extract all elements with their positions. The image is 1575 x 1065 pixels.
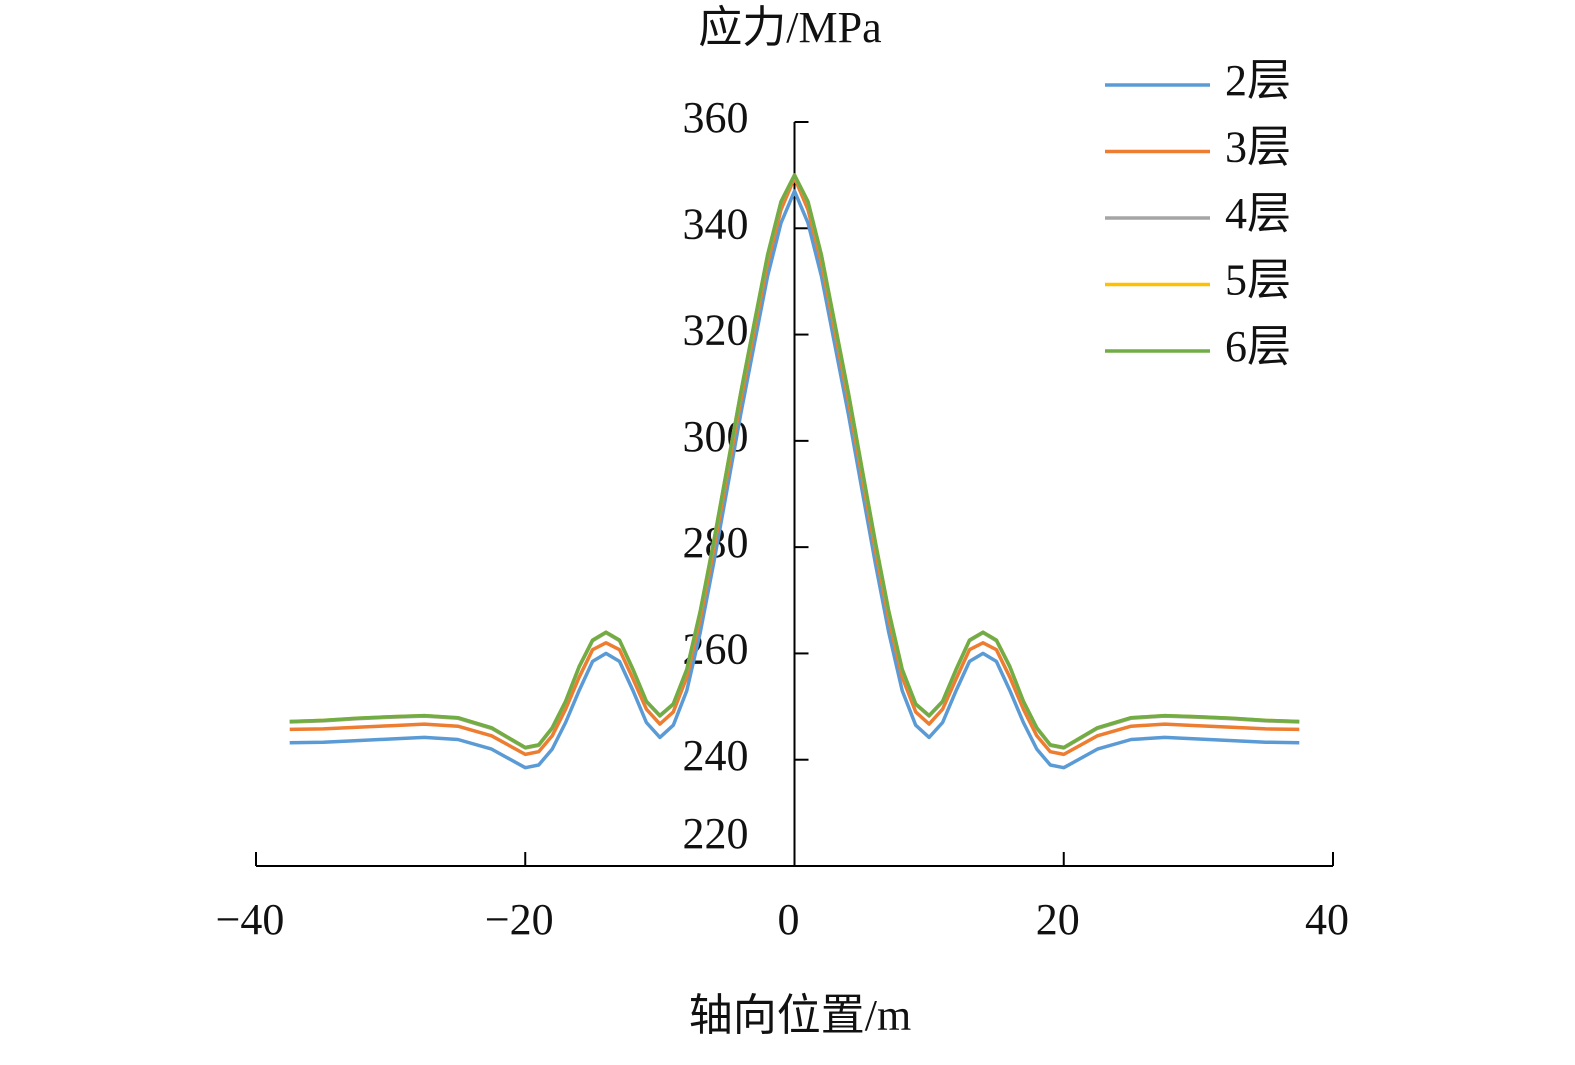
x-tick-label: −20 (485, 895, 554, 944)
legend-label: 2层 (1225, 56, 1291, 105)
x-tick-label: 40 (1305, 895, 1349, 944)
x-tick-label: 20 (1036, 895, 1080, 944)
line-series (289, 173, 1300, 750)
line-series (289, 189, 1300, 770)
x-tick-label: 0 (778, 895, 800, 944)
y-tick-label: 320 (683, 306, 749, 355)
legend-label: 6层 (1225, 322, 1291, 371)
x-tick-label: −40 (216, 895, 285, 944)
y-tick-label: 220 (683, 809, 749, 858)
legend-label: 5层 (1225, 256, 1291, 305)
y-axis-title: 应力/MPa (698, 3, 881, 52)
y-tick-label: 240 (683, 731, 749, 780)
x-axis-title: 轴向位置/m (689, 991, 911, 1040)
y-tick-label: 340 (683, 199, 749, 248)
y-tick-label: 360 (683, 93, 749, 142)
legend-label: 4层 (1225, 189, 1291, 238)
legend-label: 3层 (1225, 123, 1291, 172)
